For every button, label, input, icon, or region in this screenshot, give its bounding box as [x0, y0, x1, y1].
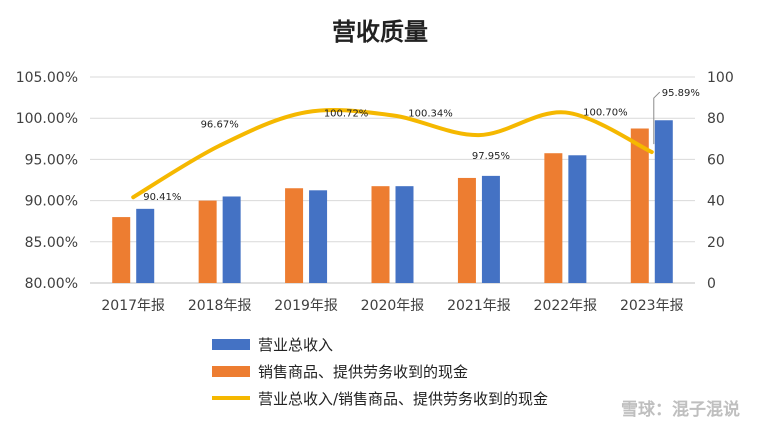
bar: [457, 177, 476, 283]
data-label: 100.34%: [408, 108, 453, 119]
y-right-tick-label: 40: [707, 194, 725, 210]
bar: [136, 208, 155, 283]
chart-title: 营收质量: [332, 18, 428, 46]
data-label: 90.41%: [143, 192, 181, 203]
bar: [630, 128, 649, 283]
data-label-leader: [653, 91, 661, 145]
y-left-tick-label: 95.00%: [25, 152, 78, 168]
bar: [654, 120, 673, 283]
bar: [568, 155, 587, 283]
y-right-tick-label: 80: [707, 111, 725, 127]
line-series: [131, 108, 654, 200]
bar: [544, 153, 563, 283]
y-left-tick-label: 90.00%: [25, 194, 78, 210]
y-left-tick-label: 80.00%: [25, 276, 78, 292]
bar: [481, 175, 500, 283]
bar: [222, 196, 241, 283]
data-label: 95.89%: [662, 88, 700, 99]
x-tick-label: 2017年报: [101, 298, 165, 314]
x-tick-label: 2018年报: [188, 298, 252, 314]
bar: [395, 186, 414, 283]
x-tick-label: 2023年报: [620, 298, 684, 314]
bar: [309, 190, 328, 283]
x-tick-label: 2020年报: [361, 298, 425, 314]
x-tick-label: 2019年报: [274, 298, 338, 314]
legend-label: 营业总收入/销售商品、提供劳务收到的现金: [258, 390, 548, 408]
data-label: 100.72%: [324, 108, 369, 119]
data-label: 100.70%: [583, 107, 628, 118]
bar: [198, 200, 217, 283]
x-tick-label: 2021年报: [447, 298, 511, 314]
legend-swatch: [212, 339, 250, 350]
legend-swatch: [212, 366, 250, 377]
watermark: 雪球：混子混说: [621, 399, 740, 420]
y-left-tick-label: 105.00%: [16, 70, 78, 86]
bar: [371, 186, 390, 283]
legend-label: 营业总收入: [258, 336, 333, 354]
bar: [112, 217, 131, 283]
y-right-tick-label: 100: [707, 70, 734, 86]
y-right-tick-label: 20: [707, 235, 725, 251]
y-left-tick-label: 100.00%: [16, 111, 78, 127]
y-right-tick-label: 60: [707, 152, 725, 168]
data-label: 96.67%: [201, 120, 239, 131]
bar: [285, 188, 304, 283]
data-label: 97.95%: [472, 151, 510, 162]
x-tick-label: 2022年报: [534, 298, 598, 314]
legend-label: 销售商品、提供劳务收到的现金: [258, 363, 468, 381]
y-right-tick-label: 0: [707, 276, 716, 292]
y-left-tick-label: 85.00%: [25, 235, 78, 251]
